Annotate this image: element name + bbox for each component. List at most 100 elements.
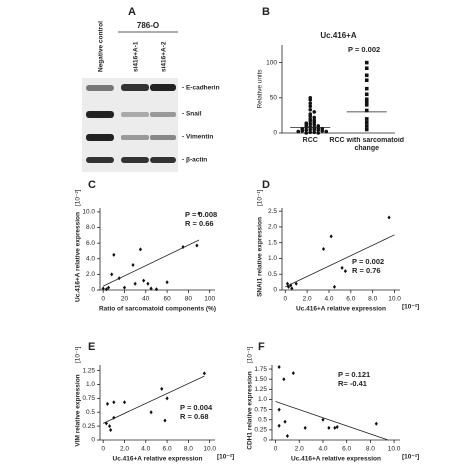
x-tick-label: 0 bbox=[101, 446, 105, 453]
point bbox=[364, 92, 369, 97]
point bbox=[304, 128, 309, 132]
point bbox=[109, 428, 113, 432]
point bbox=[364, 86, 369, 91]
x-tick-label-box: RCC bbox=[302, 137, 318, 144]
x-axis-unit: [10⁻²] bbox=[402, 454, 419, 461]
point bbox=[304, 131, 309, 135]
y-tick-label: 2.0 bbox=[86, 271, 95, 278]
point bbox=[340, 265, 344, 270]
point bbox=[160, 386, 164, 391]
protein-label: - E-cadherin bbox=[182, 85, 220, 92]
point bbox=[277, 423, 281, 428]
y-tick-label: 1.5 bbox=[268, 239, 277, 246]
point bbox=[364, 66, 369, 71]
y-axis-unit: [10⁻¹] bbox=[247, 346, 254, 363]
point bbox=[335, 425, 339, 430]
y-axis-unit: [10⁻²] bbox=[75, 189, 82, 206]
y-tick-label: 1.25 bbox=[254, 386, 267, 393]
x-tick-label: 2.0 bbox=[295, 446, 304, 453]
point bbox=[324, 129, 329, 134]
y-tick-label: 0 bbox=[273, 287, 277, 294]
y-tick-label: 1.0 bbox=[258, 396, 267, 403]
point bbox=[285, 433, 290, 438]
point bbox=[105, 401, 110, 406]
point bbox=[316, 128, 321, 132]
y-tick-label: 1.75 bbox=[254, 366, 267, 373]
point bbox=[138, 247, 143, 252]
panel-letter: C bbox=[88, 179, 96, 191]
point bbox=[308, 119, 313, 123]
x-tick-label: 8.0 bbox=[184, 446, 193, 453]
point bbox=[195, 243, 199, 248]
x-tick-label: 2.0 bbox=[303, 296, 312, 303]
y-axis-label: Uc.416+A relative expression bbox=[75, 212, 82, 302]
panel-letter: D bbox=[262, 179, 270, 191]
x-axis-label: Uc.416+A relative expression bbox=[291, 456, 381, 463]
x-tick-label: 10.0 bbox=[388, 446, 401, 453]
point bbox=[364, 127, 369, 132]
y-axis-label: SNAI1 relative expression bbox=[257, 217, 264, 297]
panel-letter: B bbox=[262, 6, 270, 18]
y-tick-label: 50 bbox=[270, 95, 278, 102]
cell-line: 786-O bbox=[137, 21, 159, 30]
point bbox=[112, 400, 116, 405]
x-tick-label: 2.0 bbox=[120, 446, 129, 453]
point bbox=[364, 117, 369, 121]
x-tick-label: 8.0 bbox=[366, 446, 375, 453]
point bbox=[312, 127, 317, 132]
y-tick-label: 0.75 bbox=[82, 395, 95, 402]
annotation: R = 0.66 bbox=[185, 219, 214, 228]
point bbox=[165, 396, 169, 401]
point bbox=[364, 120, 369, 125]
y-axis-unit: [10⁻¹] bbox=[75, 346, 82, 363]
fit-line bbox=[285, 234, 395, 288]
point bbox=[149, 410, 153, 415]
x-tick-label: 6.0 bbox=[342, 446, 351, 453]
point bbox=[364, 99, 369, 104]
protein-label: - β-actin bbox=[182, 157, 207, 164]
point bbox=[277, 407, 281, 412]
point bbox=[107, 424, 112, 429]
point bbox=[320, 129, 325, 133]
y-axis-label: VIM relative expression bbox=[75, 374, 82, 446]
protein-label: - Snail bbox=[182, 111, 202, 118]
annotation: P = 0.002 bbox=[348, 45, 380, 54]
x-tick-label: 80 bbox=[185, 296, 193, 303]
annotation: P = 0.002 bbox=[352, 257, 384, 266]
point bbox=[308, 130, 313, 135]
point bbox=[387, 215, 391, 220]
point bbox=[163, 418, 167, 423]
point bbox=[303, 425, 307, 430]
point bbox=[308, 104, 313, 109]
annotation: P = 0.121 bbox=[338, 370, 370, 379]
point bbox=[316, 131, 321, 135]
x-axis-label: Ratio of sarcomatoid components (%) bbox=[99, 306, 216, 313]
y-tick-label: 1.50 bbox=[254, 376, 267, 383]
y-tick-label: 10.0 bbox=[82, 209, 95, 216]
point bbox=[285, 281, 290, 286]
point bbox=[343, 269, 347, 274]
point bbox=[332, 284, 337, 289]
point bbox=[296, 129, 301, 134]
point bbox=[321, 247, 326, 251]
point bbox=[165, 280, 169, 285]
y-axis-label: CDH1 relative expression bbox=[247, 371, 254, 449]
panel-letter: A bbox=[128, 6, 136, 18]
y-tick-label: 1.0 bbox=[86, 381, 95, 388]
point bbox=[364, 103, 369, 107]
point bbox=[308, 107, 313, 112]
x-tick-label: 4.0 bbox=[141, 446, 150, 453]
x-tick-label: 100 bbox=[204, 296, 215, 303]
lane-label: si416+A-2 bbox=[161, 41, 168, 72]
x-tick-label: RCC bbox=[302, 137, 318, 144]
panel-letter: E bbox=[88, 341, 95, 353]
point bbox=[308, 122, 313, 126]
y-tick-label: 6.0 bbox=[86, 240, 95, 247]
point bbox=[329, 234, 333, 239]
y-tick-label: 8.0 bbox=[86, 224, 95, 231]
y-tick-label: 0 bbox=[263, 437, 267, 444]
x-tick-label: 8.0 bbox=[368, 296, 377, 303]
point bbox=[149, 286, 153, 291]
point bbox=[321, 417, 325, 422]
